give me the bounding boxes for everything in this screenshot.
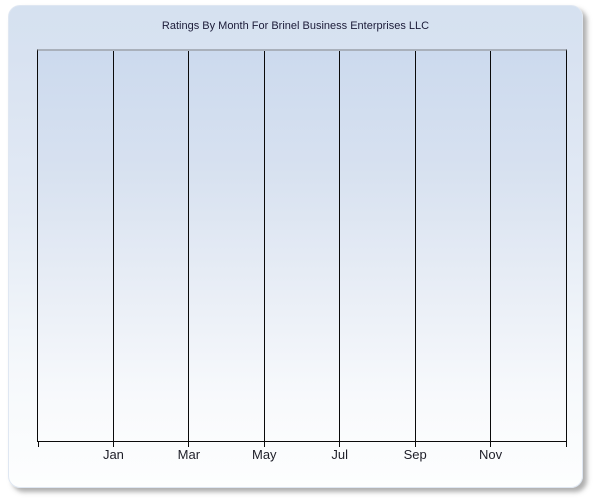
x-axis-tick [490, 441, 492, 447]
x-axis-tick [112, 441, 114, 447]
vertical-gridline [414, 51, 416, 441]
x-axis-label: Mar [177, 447, 201, 462]
vertical-gridline [112, 51, 114, 441]
x-axis-label: Jul [331, 447, 349, 462]
x-axis-tick [414, 441, 416, 447]
chart-panel: Ratings By Month For Brinel Business Ent… [8, 5, 583, 488]
vertical-gridline [490, 51, 492, 441]
x-axis-tick [188, 441, 190, 447]
vertical-gridline [188, 51, 190, 441]
x-axis-label: Nov [479, 447, 503, 462]
x-axis-label: May [252, 447, 277, 462]
x-axis-label: Sep [403, 447, 427, 462]
plot-area: Jan Mar May Jul Sep Nov [37, 49, 567, 462]
x-axis-tick [263, 441, 265, 447]
x-axis-tick [37, 441, 39, 447]
x-axis-tick [565, 441, 567, 447]
x-axis-label: Jan [102, 447, 124, 462]
vertical-gridline [263, 51, 265, 441]
vertical-gridline [339, 51, 341, 441]
x-axis-tick [339, 441, 341, 447]
chart-title: Ratings By Month For Brinel Business Ent… [161, 20, 430, 32]
